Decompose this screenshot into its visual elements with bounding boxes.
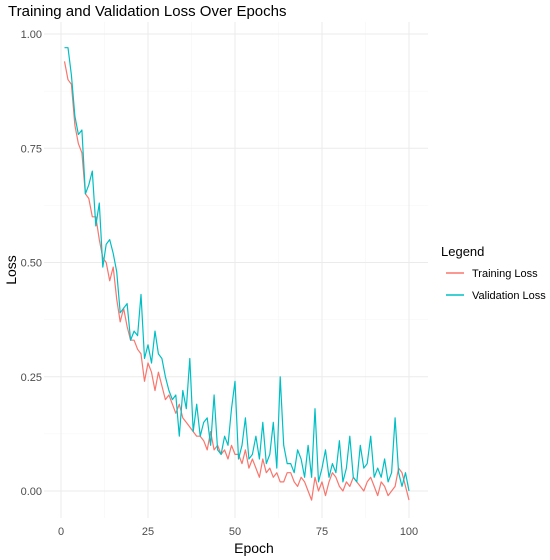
x-tick-label: 0 <box>58 526 64 538</box>
y-tick-label: 0.50 <box>21 258 42 270</box>
x-tick-label: 50 <box>229 526 241 538</box>
x-tick-label: 75 <box>316 526 328 538</box>
y-tick-label: 0.00 <box>21 486 42 498</box>
y-axis-title: Loss <box>3 255 19 285</box>
x-axis-title: Epoch <box>234 540 274 556</box>
y-tick-label: 0.75 <box>21 143 42 155</box>
y-tick-label: 0.25 <box>21 372 42 384</box>
y-axis-ticks: 0.00 0.25 0.50 0.75 1.00 <box>21 29 42 498</box>
x-axis-ticks: 0 25 50 75 100 <box>58 526 418 538</box>
legend: Legend Training Loss Validation Loss <box>441 244 546 302</box>
legend-item: Validation Loss <box>446 290 546 302</box>
x-tick-label: 100 <box>400 526 418 538</box>
legend-label: Validation Loss <box>472 290 546 302</box>
legend-item: Training Loss <box>446 268 538 280</box>
legend-label: Training Loss <box>472 268 538 280</box>
legend-title: Legend <box>441 244 484 259</box>
series-line-validation-loss <box>64 47 410 492</box>
series-lines <box>63 47 410 501</box>
x-tick-label: 25 <box>142 526 154 538</box>
series-line-training-loss <box>63 61 410 501</box>
grid <box>44 22 428 518</box>
y-tick-label: 1.00 <box>21 29 42 41</box>
chart-title: Training and Validation Loss Over Epochs <box>8 3 287 20</box>
